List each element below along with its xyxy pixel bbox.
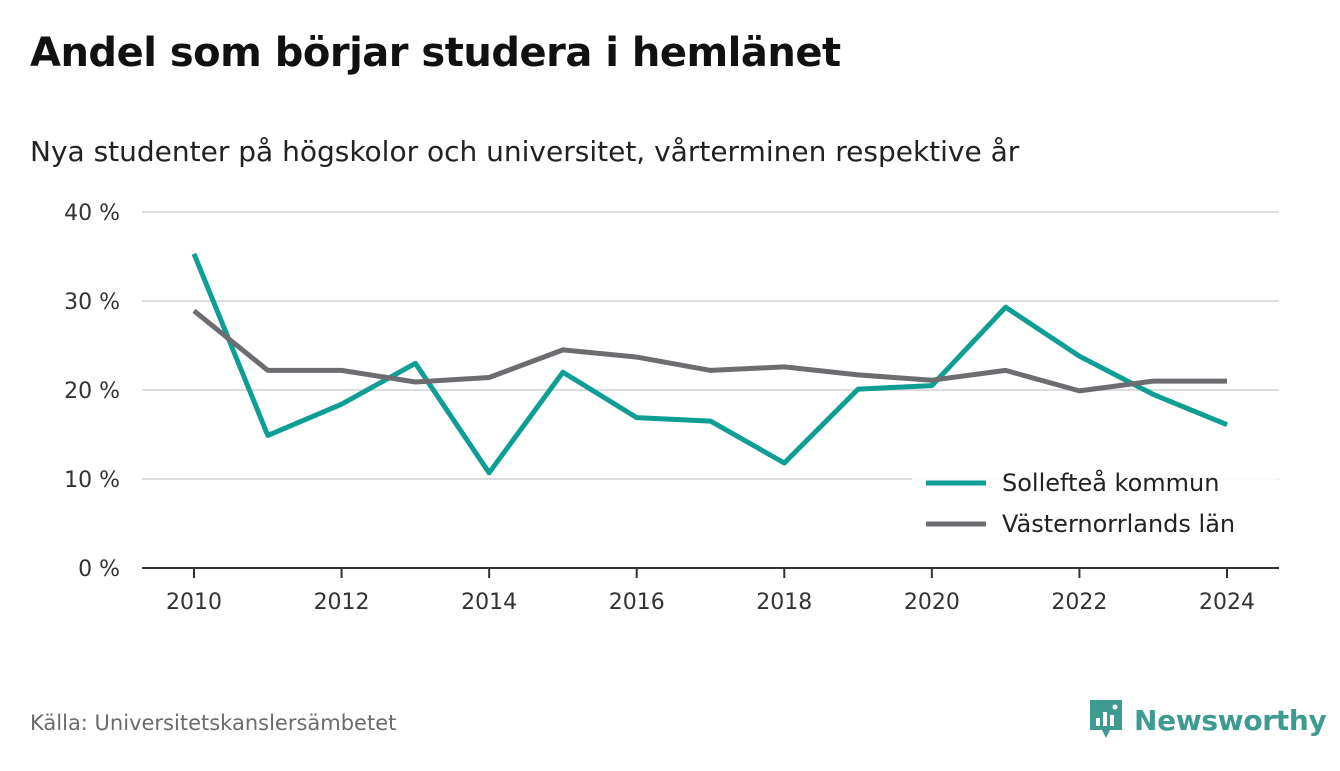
x-tick-label: 2012	[314, 590, 370, 615]
y-tick-label: 40 %	[64, 201, 120, 226]
x-tick-label: 2016	[609, 590, 665, 615]
legend-label: Sollefteå kommun	[1002, 468, 1219, 497]
x-tick-label: 2018	[756, 590, 812, 615]
newsworthy-logo-icon	[1090, 700, 1122, 738]
chart-title: Andel som börjar studera i hemlänet	[30, 30, 841, 76]
x-tick-label: 2024	[1199, 590, 1255, 615]
brand-logo: Newsworthy	[1088, 698, 1327, 742]
series-lines	[191, 252, 1228, 476]
legend-background	[912, 462, 1278, 548]
source-note: Källa: Universitetskanslersämbetet	[30, 711, 397, 735]
y-tick-label: 10 %	[64, 468, 120, 493]
y-tick-label: 20 %	[64, 379, 120, 404]
y-axis-ticks: 0 % 10 % 20 % 30 % 40 %	[64, 201, 120, 582]
x-tick-label: 2020	[904, 590, 960, 615]
x-tick-label: 2014	[461, 590, 517, 615]
series-line-1	[191, 252, 1228, 476]
line-chart: 0 % 10 % 20 % 30 % 40 % 2010 2012 2014 2016 2018…	[64, 201, 1279, 615]
y-tick-label: 30 %	[64, 290, 120, 315]
legend-label: Västernorrlands län	[1002, 510, 1235, 538]
x-tick-label: 2022	[1051, 590, 1107, 615]
chart-subtitle: Nya studenter på högskolor och universit…	[30, 135, 1020, 168]
brand-name: Newsworthy	[1134, 703, 1327, 737]
y-tick-label: 0 %	[78, 557, 120, 582]
series-line-2	[192, 308, 1227, 394]
legend: Sollefteå kommun Västernorrlands län	[912, 462, 1278, 548]
x-tick-label: 2010	[166, 590, 222, 615]
gridlines	[142, 211, 1279, 480]
x-axis: 2010 2012 2014 2016 2018 2020 2022 2024	[142, 567, 1279, 615]
